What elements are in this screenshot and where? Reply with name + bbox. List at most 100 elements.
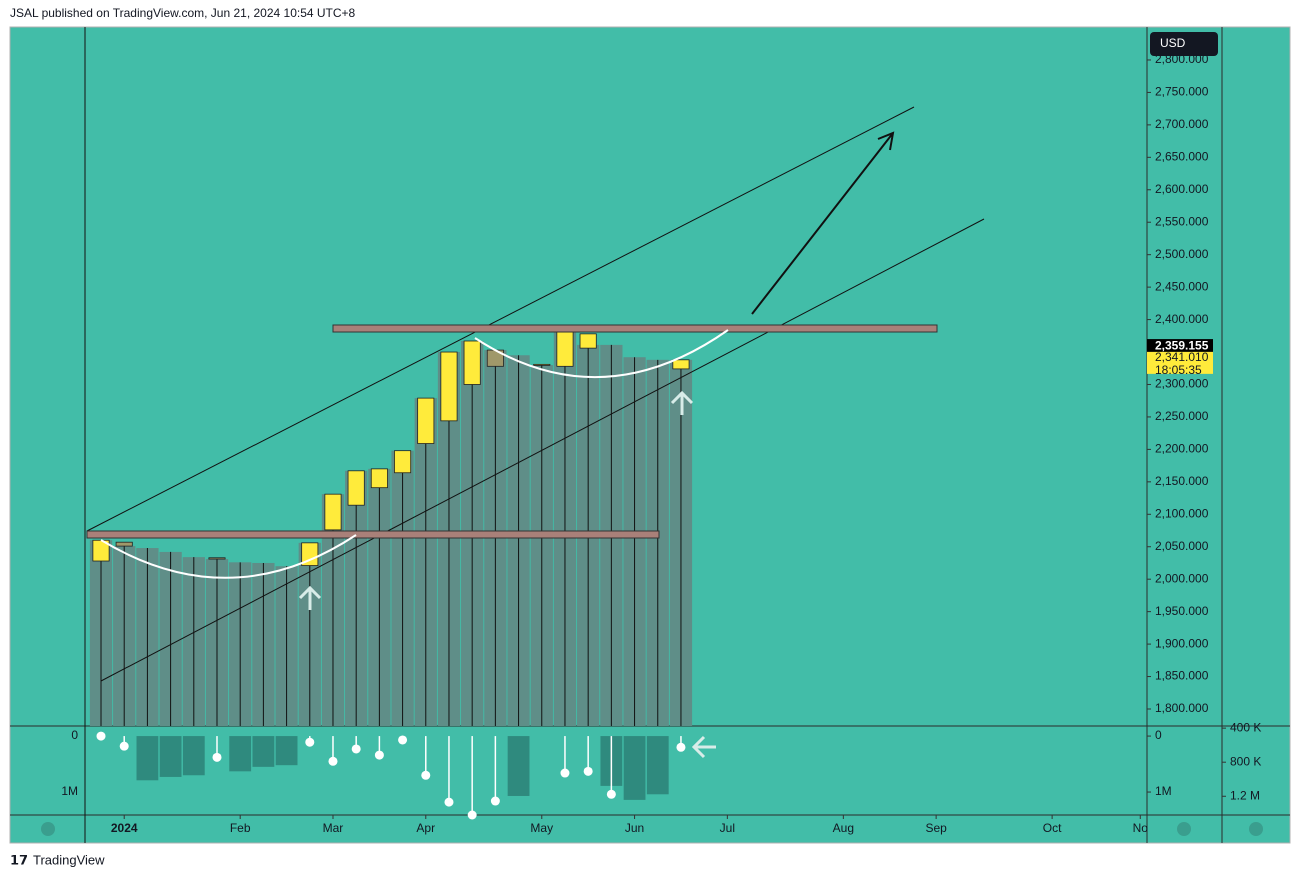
candle-body: [672, 359, 690, 370]
y-tick-label: 2,550.000: [1155, 214, 1209, 228]
dot: [560, 768, 570, 778]
lower-y2-tick-label: 1.2 M: [1230, 788, 1260, 802]
currency-label[interactable]: USD: [1160, 36, 1186, 50]
x-tick-label: Sep: [925, 821, 947, 835]
up-arrow: [670, 390, 694, 415]
candle-body: [347, 470, 365, 506]
candle-body: [579, 333, 597, 349]
histogram-bar: [159, 736, 182, 777]
y-tick-label: 1,850.000: [1155, 669, 1209, 683]
icon[interactable]: [1177, 822, 1191, 836]
candle-body: [556, 331, 574, 367]
x-tick-label: Aug: [833, 821, 854, 835]
last-price-label: 2,359.155: [1155, 338, 1209, 352]
candle-body: [370, 468, 388, 489]
dot: [676, 742, 686, 752]
dot: [467, 810, 477, 820]
candle-body: [324, 493, 342, 531]
dot: [490, 796, 500, 806]
histogram-bar: [507, 736, 530, 796]
dot: [398, 735, 408, 745]
dot: [444, 797, 454, 807]
drawings: [86, 106, 985, 759]
dot: [351, 744, 361, 754]
left-arrow: [691, 735, 716, 759]
candle-body: [533, 363, 551, 366]
cup-curve: [474, 329, 729, 379]
lower-y2-tick-label: 400 K: [1230, 720, 1261, 734]
up-arrow: [298, 585, 322, 610]
dot: [606, 789, 616, 799]
dot: [374, 750, 384, 760]
lower-y2-tick-label: 800 K: [1230, 754, 1261, 768]
axes: 1,800.000 1,850.000 1,900.000 1,950.000 2,00…: [61, 52, 1261, 835]
y-tick-label: 2,400.000: [1155, 312, 1209, 326]
series: [89, 331, 693, 820]
histogram-bar: [646, 736, 669, 795]
lower-y-tick-label: 1M: [61, 784, 78, 798]
candle-body: [208, 557, 226, 560]
candle-body: [115, 541, 133, 547]
header: JSAL published on TradingView.com, Jun 2…: [10, 6, 356, 20]
lower-y-tick-label: 0: [1155, 728, 1162, 742]
histogram-bar: [252, 736, 275, 767]
y-tick-label: 2,000.000: [1155, 571, 1209, 585]
x-tick-label: Oct: [1043, 821, 1062, 835]
x-tick-label: May: [530, 821, 553, 835]
close-price-tag: [1147, 351, 1213, 374]
candle-body: [440, 351, 458, 422]
y-tick-label: 2,650.000: [1155, 149, 1209, 163]
support-zone: [86, 530, 660, 539]
icon[interactable]: [1249, 822, 1263, 836]
x-tick-label: Jul: [720, 821, 735, 835]
currency-button[interactable]: [1150, 32, 1218, 56]
trend-line: [100, 218, 985, 682]
y-tick-label: 1,800.000: [1155, 701, 1209, 715]
y-tick-label: 2,500.000: [1155, 247, 1209, 261]
y-tick-label: 2,600.000: [1155, 182, 1209, 196]
y-tick-label: 2,100.000: [1155, 506, 1209, 520]
histogram-bar: [275, 736, 298, 766]
lower-y-tick-label: 1M: [1155, 784, 1172, 798]
x-tick-label: 2024: [111, 821, 138, 835]
histogram-bar: [182, 736, 205, 776]
countdown-label: 18:05:35: [1155, 363, 1202, 377]
candle-body: [463, 340, 481, 385]
icon[interactable]: [41, 822, 55, 836]
close-price-label: 2,341.010: [1155, 350, 1209, 364]
y-tick-label: 2,700.000: [1155, 117, 1209, 131]
x-tick-label: Jun: [625, 821, 644, 835]
y-tick-label: 2,300.000: [1155, 377, 1209, 391]
candle-body: [417, 397, 435, 444]
cup-curve: [100, 534, 357, 579]
dot: [212, 752, 222, 762]
x-tick-label: Feb: [230, 821, 251, 835]
histogram-bar: [229, 736, 252, 772]
y-tick-label: 2,450.000: [1155, 279, 1209, 293]
y-tick-label: 2,150.000: [1155, 474, 1209, 488]
target-arrow: [751, 131, 895, 315]
y-tick-label: 2,050.000: [1155, 539, 1209, 553]
histogram-bar: [136, 736, 159, 781]
y-tick-label: 2,250.000: [1155, 409, 1209, 423]
y-tick-label: 2,750.000: [1155, 85, 1209, 99]
lower-y-tick-label: 0: [71, 728, 78, 742]
logo: 𝟭𝟳: [10, 852, 28, 867]
y-tick-label: 1,950.000: [1155, 604, 1209, 618]
dot: [583, 766, 593, 776]
dot: [96, 731, 106, 741]
x-tick-label: No: [1133, 821, 1149, 835]
dot: [421, 770, 431, 780]
brand: TradingView: [33, 852, 105, 867]
candle-body: [301, 542, 319, 566]
x-tick-label: Mar: [323, 821, 344, 835]
histogram-bar: [623, 736, 646, 800]
last-price-tag: [1147, 339, 1213, 354]
y-tick-label: 1,900.000: [1155, 636, 1209, 650]
dot: [328, 756, 338, 766]
candle-body: [394, 450, 412, 474]
trend-line: [86, 106, 915, 532]
resistance-zone: [332, 324, 938, 333]
x-tick-label: Apr: [416, 821, 435, 835]
